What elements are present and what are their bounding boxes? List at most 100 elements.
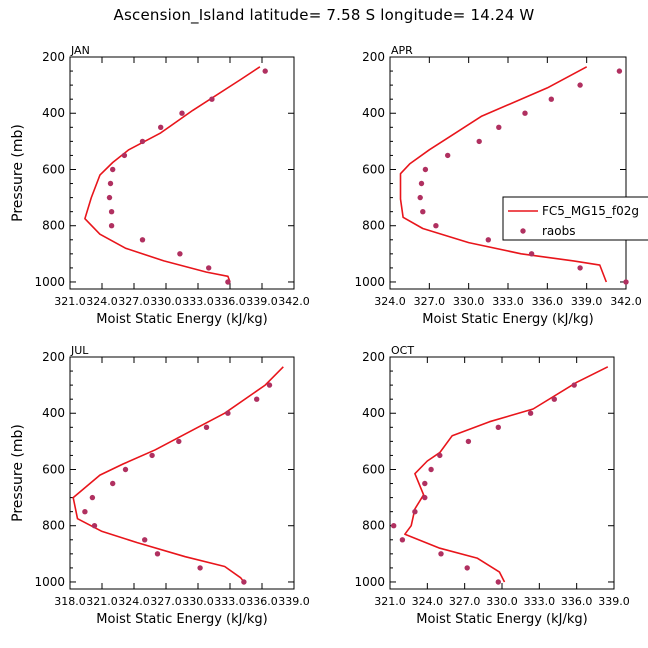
panel-title: JAN	[70, 44, 90, 57]
y-axis-label: Pressure (mb)	[10, 124, 26, 222]
x-tick-label: 342.0	[610, 295, 642, 308]
x-tick-label: 321.0	[374, 595, 406, 608]
raobs-point	[142, 537, 148, 543]
y-tick-label: 600	[362, 162, 385, 176]
x-tick-label: 330.0	[182, 595, 214, 608]
y-tick-label: 800	[42, 219, 65, 233]
panel-oct: OCT 200 400 600 800 1000 321.0 324.0 327.0 330.0 3…	[354, 344, 629, 627]
x-tick-label: 318.0	[54, 595, 86, 608]
raobs-point	[418, 180, 425, 187]
model-profile-line	[399, 66, 608, 283]
raobs-point	[121, 152, 128, 159]
raobs-point	[203, 424, 210, 430]
y-tick-label: 1000	[34, 575, 65, 589]
raobs-point	[262, 68, 268, 74]
x-axis-label: Moist Static Energy (kJ/kg)	[96, 312, 267, 327]
x-tick-label: 336.0	[246, 595, 278, 608]
raobs-point	[437, 452, 443, 459]
x-tick-label: 327.0	[150, 595, 182, 608]
raobs-point	[107, 180, 114, 187]
plot-frame	[389, 356, 615, 590]
x-tick-label: 333.0	[214, 595, 246, 608]
model-profile-line	[72, 366, 284, 583]
raobs-point	[428, 466, 434, 473]
y-tick-label: 800	[362, 519, 385, 533]
plot-frame	[389, 56, 627, 290]
raobs-point	[476, 138, 482, 145]
x-tick-label: 327.0	[118, 295, 150, 308]
x-tick-label: 324.0	[374, 295, 406, 308]
panel-title: OCT	[391, 344, 414, 357]
figure-title: Ascension_Island latitude= 7.58 S longit…	[113, 6, 535, 24]
x-axis-label: Moist Static Energy (kJ/kg)	[96, 612, 267, 627]
x-tick-label: 336.0	[561, 595, 593, 608]
raobs-point	[89, 494, 96, 501]
raobs-point	[496, 124, 502, 130]
raobs-point	[422, 166, 429, 173]
x-tick-label: 324.0	[86, 295, 118, 308]
x-tick-label: 330.0	[486, 595, 518, 608]
raobs-point	[197, 565, 203, 571]
panel-title: JUL	[70, 344, 89, 357]
y-tick-label: 1000	[34, 275, 65, 289]
x-tick-label: 339.0	[278, 595, 310, 608]
raobs-point	[108, 209, 115, 215]
raobs-point	[616, 68, 623, 74]
raobs-point	[399, 537, 406, 543]
y-tick-label: 200	[362, 350, 385, 364]
model-profile-line	[84, 66, 261, 283]
y-axis-label: Pressure (mb)	[10, 424, 26, 522]
raobs-point	[485, 237, 491, 243]
plot-frame	[69, 356, 295, 590]
y-tick-label: 800	[362, 219, 385, 233]
y-tick-label: 1000	[354, 575, 385, 589]
x-tick-label: 330.0	[453, 295, 485, 308]
model-profile-line	[404, 366, 609, 583]
raobs-point	[422, 494, 428, 501]
raobs-point	[110, 166, 116, 173]
raobs-point	[149, 452, 155, 459]
raobs-point	[176, 438, 182, 445]
raobs-point	[548, 96, 554, 102]
raobs-point	[464, 565, 470, 571]
x-tick-label: 333.0	[524, 595, 556, 608]
x-tick-label: 324.0	[118, 595, 150, 608]
raobs-point	[209, 96, 215, 102]
x-tick-label: 336.0	[214, 295, 246, 308]
raobs-point	[445, 152, 451, 159]
legend-label-obs: raobs	[542, 224, 576, 238]
y-tick-label: 200	[362, 50, 385, 64]
raobs-point	[225, 410, 231, 416]
y-tick-label: 600	[42, 162, 65, 176]
x-tick-label: 342.0	[278, 295, 310, 308]
raobs-point	[417, 194, 423, 201]
raobs-point	[433, 223, 439, 229]
x-tick-label: 327.0	[449, 595, 481, 608]
x-axis-label: Moist Static Energy (kJ/kg)	[416, 612, 587, 627]
x-tick-label: 330.0	[150, 295, 182, 308]
y-tick-label: 200	[42, 50, 65, 64]
x-tick-label: 339.0	[246, 295, 278, 308]
raobs-point	[82, 509, 88, 515]
raobs-point	[465, 438, 472, 445]
raobs-point	[577, 82, 583, 88]
x-tick-label: 321.0	[54, 295, 86, 308]
x-tick-label: 339.0	[598, 595, 630, 608]
y-tick-label: 400	[362, 406, 385, 420]
plot-frame	[69, 56, 295, 290]
y-tick-label: 600	[362, 462, 385, 476]
x-tick-label: 336.0	[532, 295, 564, 308]
y-tick-label: 600	[42, 462, 65, 476]
raobs-point	[551, 396, 557, 402]
x-tick-label: 321.0	[86, 595, 118, 608]
raobs-point	[254, 396, 260, 402]
raobs-point	[241, 579, 247, 585]
raobs-point	[438, 551, 444, 557]
raobs-point	[495, 579, 501, 585]
raobs-point	[527, 410, 534, 416]
x-axis-label: Moist Static Energy (kJ/kg)	[422, 312, 593, 327]
x-tick-label: 324.0	[412, 595, 444, 608]
